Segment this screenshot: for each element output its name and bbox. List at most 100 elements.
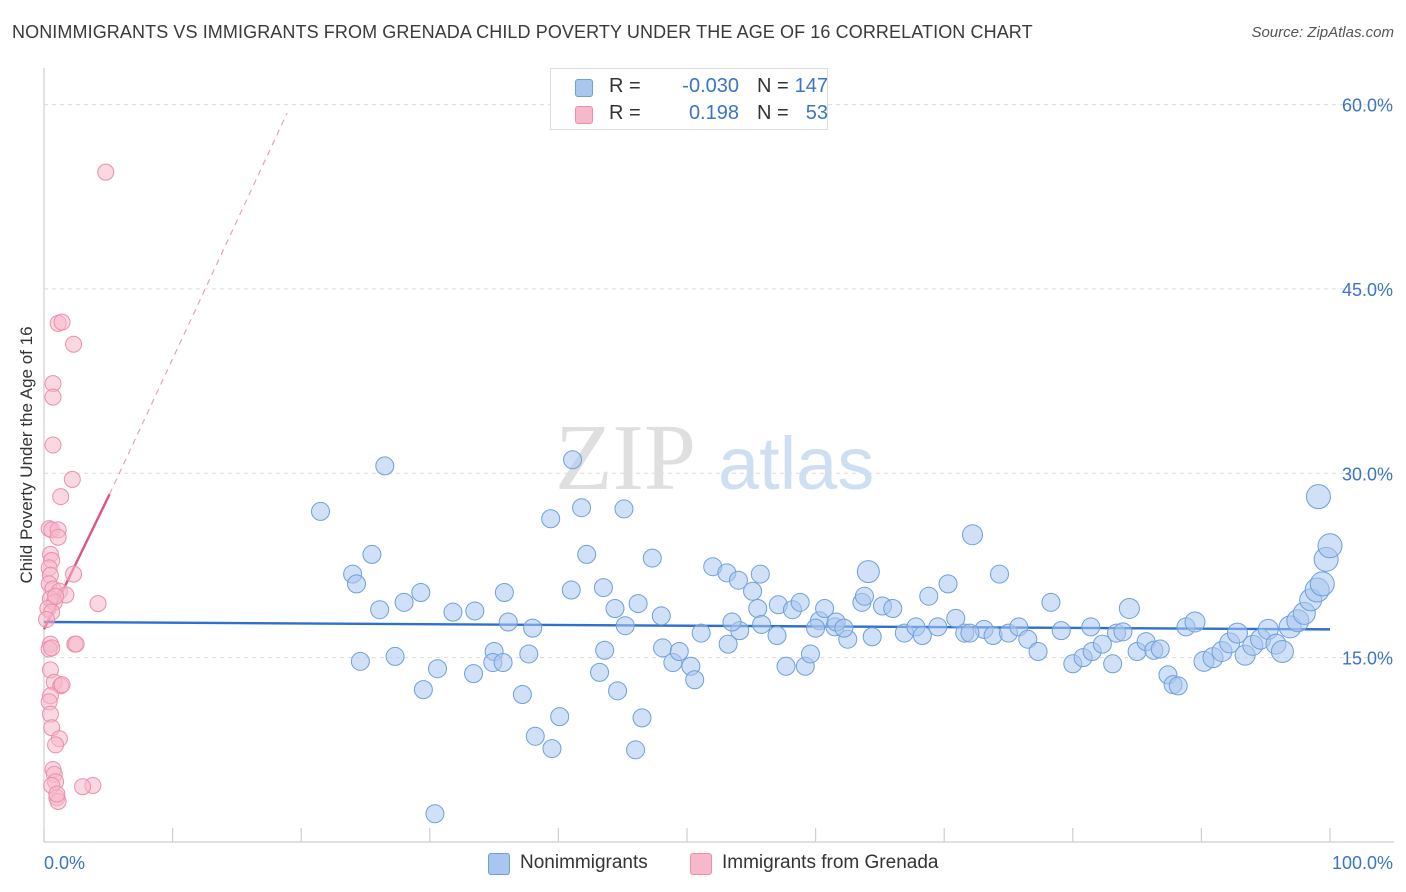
point-nonimmigrant (856, 560, 880, 584)
point-nonimmigrant (854, 586, 874, 606)
point-nonimmigrant (767, 626, 787, 646)
y-tick-label: 30.0% (1342, 464, 1393, 484)
point-nonimmigrant (519, 644, 539, 664)
point-nonimmigrant (590, 662, 610, 682)
point-nonimmigrant (626, 740, 646, 760)
point-nonimmigrant (1018, 629, 1038, 649)
point-nonimmigrant (1226, 622, 1248, 644)
point-nonimmigrant (669, 642, 689, 661)
point-nonimmigrant (525, 726, 545, 746)
x-tick-label-end: 100.0% (1332, 853, 1393, 873)
watermark-atlas: atlas (718, 422, 874, 505)
legend-swatch-blue (575, 79, 593, 97)
point-nonimmigrant (685, 670, 705, 690)
legend-r-value: 0.198 (688, 102, 739, 124)
point-nonimmigrant (912, 626, 932, 646)
y-axis-label: Child Poverty Under the Age of 16 (17, 326, 36, 584)
point-nonimmigrant (310, 501, 330, 521)
point-nonimmigrant (1081, 617, 1101, 637)
point-nonimmigrant (1103, 654, 1123, 674)
point-nonimmigrant (752, 614, 772, 634)
point-nonimmigrant (1051, 621, 1071, 641)
chart-title: NONIMMIGRANTS VS IMMIGRANTS FROM GRENADA… (12, 22, 1033, 42)
legend-r-label: R = (609, 75, 641, 97)
point-grenada (44, 388, 62, 406)
point-grenada (43, 639, 61, 657)
legend-r-label: R = (609, 102, 641, 124)
point-grenada (49, 528, 67, 546)
point-nonimmigrant (563, 450, 583, 470)
point-grenada (53, 313, 71, 331)
point-nonimmigrant (946, 608, 966, 628)
point-nonimmigrant (1309, 571, 1335, 597)
point-nonimmigrant (512, 685, 532, 705)
point-nonimmigrant (1270, 640, 1294, 663)
point-nonimmigrant (523, 618, 543, 638)
point-nonimmigrant (883, 598, 903, 618)
point-nonimmigrant (1041, 592, 1061, 612)
point-nonimmigrant (691, 623, 711, 643)
point-nonimmigrant (800, 644, 820, 664)
point-grenada (65, 565, 83, 583)
legend-label-grenada: Immigrants from Grenada (722, 852, 939, 873)
point-nonimmigrant (464, 664, 484, 684)
legend-n-value: 53 (805, 102, 828, 124)
point-nonimmigrant (1184, 611, 1206, 633)
point-nonimmigrant (806, 618, 826, 638)
y-tick-label: 15.0% (1342, 649, 1393, 669)
point-nonimmigrant (1092, 634, 1112, 654)
point-nonimmigrant (498, 612, 518, 632)
point-nonimmigrant (375, 456, 395, 476)
legend-n-value: 147 (794, 75, 828, 97)
legend-swatch-pink (690, 853, 712, 875)
legend-n-label: N = (757, 75, 789, 97)
point-grenada (97, 163, 115, 181)
point-nonimmigrant (642, 548, 662, 568)
point-nonimmigrant (1317, 533, 1343, 559)
point-nonimmigrant (550, 707, 570, 727)
point-grenada (63, 470, 81, 488)
point-grenada (48, 785, 66, 803)
legend-label-nonimmigrants: Nonimmigrants (520, 852, 648, 873)
point-grenada (65, 335, 83, 353)
point-grenada (74, 778, 92, 796)
point-nonimmigrant (938, 574, 958, 594)
point-nonimmigrant (928, 617, 948, 637)
point-nonimmigrant (961, 524, 983, 546)
point-grenada (52, 488, 70, 506)
point-nonimmigrant (748, 598, 768, 618)
point-nonimmigrant (722, 612, 742, 632)
point-nonimmigrant (1150, 639, 1170, 659)
point-nonimmigrant (443, 602, 463, 622)
point-nonimmigrant (743, 581, 763, 601)
chart-source: Source: ZipAtlas.com (1251, 24, 1394, 41)
point-nonimmigrant (776, 656, 796, 676)
point-nonimmigrant (595, 640, 615, 660)
watermark: ZIP atlas (555, 406, 874, 510)
point-nonimmigrant (394, 592, 414, 612)
point-grenada (44, 436, 62, 454)
point-nonimmigrant (605, 598, 625, 618)
point-nonimmigrant (750, 564, 770, 584)
point-nonimmigrant (541, 509, 561, 529)
y-tick-label: 60.0% (1342, 96, 1393, 116)
point-nonimmigrant (615, 616, 635, 636)
trend-line-nonimmigrants (43, 620, 1331, 631)
point-nonimmigrant (411, 583, 431, 603)
point-grenada (47, 736, 65, 754)
point-nonimmigrant (465, 601, 485, 621)
point-nonimmigrant (651, 606, 671, 626)
point-nonimmigrant (413, 680, 433, 700)
series-legend: Nonimmigrants Immigrants from Grenada (0, 852, 1406, 878)
legend-swatch-blue (488, 853, 510, 875)
point-nonimmigrant (542, 739, 562, 759)
legend-swatch-pink (575, 106, 593, 124)
point-nonimmigrant (362, 544, 382, 564)
point-grenada (53, 676, 71, 694)
y-tick-label: 45.0% (1342, 280, 1393, 300)
point-nonimmigrant (385, 646, 405, 666)
point-nonimmigrant (834, 618, 854, 638)
point-grenada (89, 595, 107, 613)
legend-n-label: N = (757, 102, 789, 124)
